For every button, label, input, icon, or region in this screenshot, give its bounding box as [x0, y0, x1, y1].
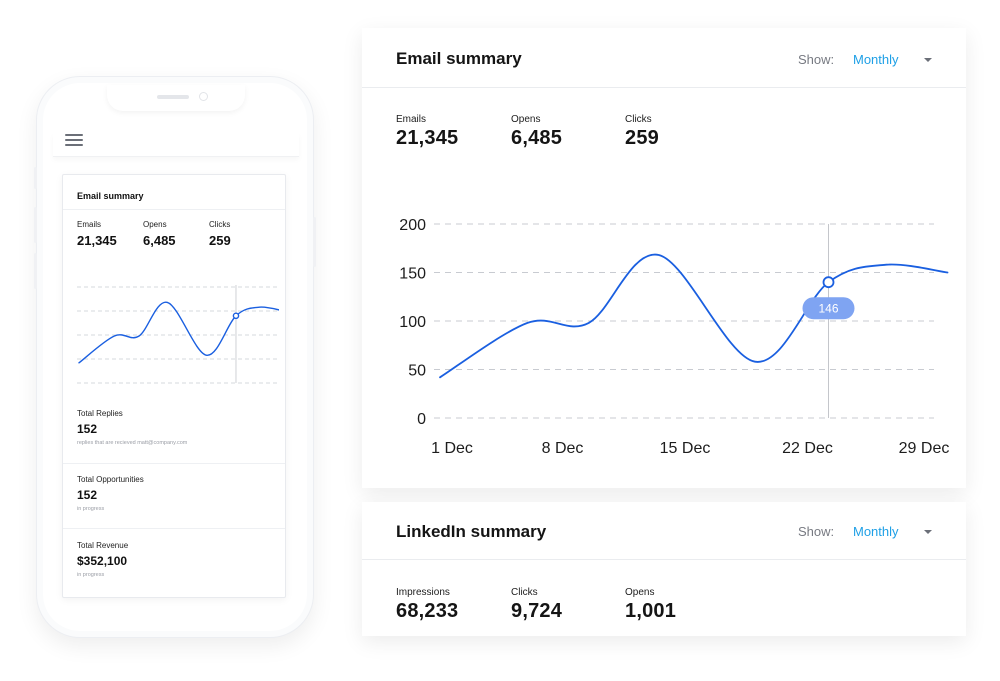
- divider: [63, 463, 285, 464]
- stat-value: 259: [625, 127, 659, 149]
- show-label: Show:: [798, 524, 835, 539]
- stat-opens: Opens 1,001: [625, 587, 676, 623]
- y-tick-label: 200: [399, 217, 426, 234]
- mobile-card-title: Email summary: [77, 191, 144, 201]
- stat-clicks: Clicks 259: [625, 114, 659, 150]
- section-label: Total Opportunities: [77, 475, 144, 484]
- section-label: Total Revenue: [77, 541, 129, 550]
- stat-label: Clicks: [625, 114, 652, 125]
- linkedin-summary-card: LinkedIn summary Show: Monthly Impressio…: [362, 502, 966, 636]
- phone-side-button: [34, 207, 37, 243]
- email-summary-card: Email summary Show: Monthly Emails 21,34…: [362, 28, 966, 488]
- divider: [63, 209, 285, 210]
- section-note: in progress: [77, 506, 105, 512]
- mobile-line-chart: [77, 285, 279, 384]
- mobile-total-revenue: Total Revenue $352,100 in progress: [77, 541, 128, 578]
- series-line: [439, 253, 949, 379]
- mobile-email-summary-card: Email summary Emails 21,345 Opens 6,485 …: [62, 174, 286, 598]
- series-line: [78, 301, 279, 364]
- period-select[interactable]: Monthly: [853, 52, 899, 67]
- speaker: [157, 95, 189, 99]
- stat-value: 6,485: [143, 233, 176, 248]
- mobile-total-opportunities: Total Opportunities 152 in progress: [77, 475, 144, 512]
- stat-value: 68,233: [396, 600, 459, 622]
- stat-value: 1,001: [625, 600, 677, 622]
- mobile-top-bar: [53, 133, 299, 157]
- mobile-stat-emails: Emails 21,345: [77, 220, 117, 248]
- x-tick-label: 15 Dec: [660, 440, 711, 457]
- chevron-down-icon[interactable]: [924, 530, 932, 534]
- section-label: Total Replies: [77, 409, 123, 418]
- x-tick-label: 22 Dec: [782, 440, 833, 457]
- stat-value: 259: [209, 233, 231, 248]
- y-tick-label: 0: [417, 411, 426, 428]
- card-header: LinkedIn summary Show: Monthly: [362, 502, 966, 560]
- stat-clicks: Clicks 9,724: [511, 587, 562, 623]
- stat-label: Emails: [396, 114, 427, 125]
- phone-side-button: [313, 217, 316, 267]
- section-value: 152: [77, 422, 98, 436]
- chevron-down-icon[interactable]: [924, 58, 932, 62]
- y-tick-label: 100: [399, 314, 426, 331]
- x-tick-label: 1 Dec: [431, 440, 473, 457]
- section-note: replies that are recieved matt@company.c…: [77, 440, 188, 446]
- card-title: LinkedIn summary: [396, 522, 547, 541]
- period-select[interactable]: Monthly: [853, 524, 899, 539]
- highlight-point: [822, 276, 835, 289]
- hamburger-menu-icon[interactable]: [65, 133, 83, 147]
- stat-value: 21,345: [77, 233, 117, 248]
- email-line-chart: 200 150 100 50 0 1 Dec 8 Dec 15 Dec 22 Dec 29 Dec…: [399, 217, 950, 457]
- section-value: 152: [77, 488, 98, 502]
- mobile-stat-opens: Opens 6,485: [143, 220, 176, 248]
- stat-impressions: Impressions 68,233: [396, 587, 458, 623]
- stat-label: Clicks: [511, 587, 538, 598]
- y-tick-label: 150: [399, 266, 426, 283]
- stat-label: Opens: [625, 587, 655, 598]
- stat-label: Opens: [511, 114, 541, 125]
- phone-side-button: [34, 253, 37, 289]
- x-tick-label: 29 Dec: [899, 440, 950, 457]
- tooltip-bubble: [802, 297, 855, 320]
- phone-notch: [107, 85, 245, 111]
- section-value: $352,100: [77, 554, 128, 568]
- mobile-stat-clicks: Clicks 259: [209, 220, 231, 248]
- stat-opens: Opens 6,485: [511, 114, 562, 150]
- stat-label: Opens: [143, 220, 167, 229]
- stat-value: 21,345: [396, 127, 459, 149]
- card-title: Email summary: [396, 49, 522, 68]
- section-note: in progress: [77, 572, 105, 578]
- highlight-point: [232, 312, 240, 320]
- tooltip-label: 146: [818, 302, 838, 316]
- stat-label: Emails: [77, 220, 102, 229]
- stat-label: Clicks: [209, 220, 231, 229]
- show-label: Show:: [798, 52, 835, 67]
- stat-label: Impressions: [396, 587, 450, 598]
- phone-mockup: Email summary Emails 21,345 Opens 6,485 …: [34, 76, 316, 638]
- stat-value: 9,724: [511, 600, 563, 622]
- mobile-total-replies: Total Replies 152 replies that are recie…: [77, 409, 187, 446]
- camera: [199, 92, 208, 101]
- card-header: Email summary Show: Monthly: [362, 28, 966, 88]
- x-tick-label: 8 Dec: [542, 440, 584, 457]
- y-tick-label: 50: [408, 363, 426, 380]
- stat-value: 6,485: [511, 127, 563, 149]
- divider: [63, 528, 285, 529]
- phone-side-button: [34, 167, 37, 189]
- stat-emails: Emails 21,345: [396, 114, 458, 150]
